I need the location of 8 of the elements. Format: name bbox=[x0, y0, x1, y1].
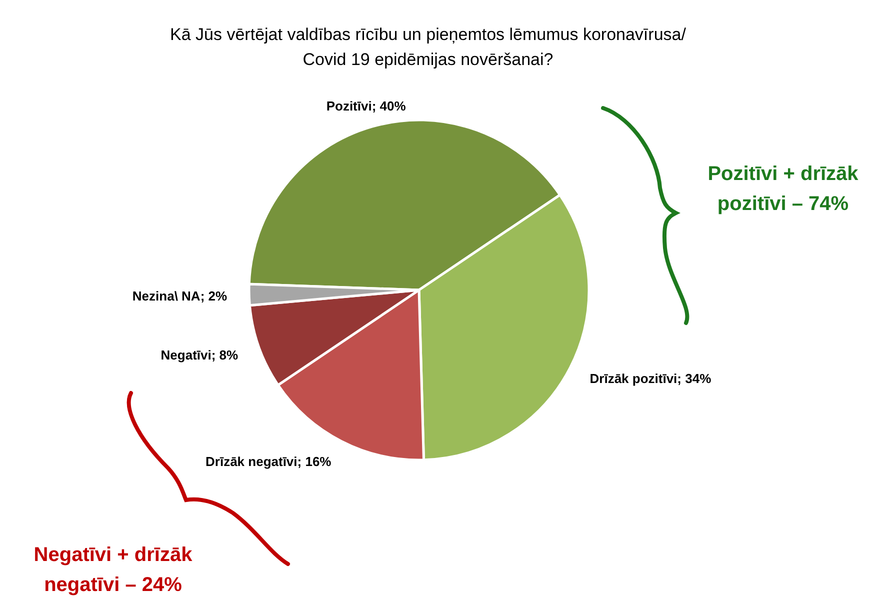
slice-label: Negatīvi; 8% bbox=[160, 347, 239, 362]
text: Pozitīvi + drīzāk pozitīvi – 74% bbox=[708, 163, 860, 215]
text: Negatīvi + drīzāk negatīvi – 24% bbox=[34, 544, 194, 596]
chart-title: Kā Jūs vērtējat valdības rīcību un pieņemtos lēmumus koronavīrusa/ Covid 19 epidēmijas novēršanai? bbox=[170, 25, 686, 69]
slice-label: Drīzāk negatīvi; 16% bbox=[206, 454, 332, 469]
slice-label: Drīzāk pozitīvi; 34% bbox=[590, 370, 712, 386]
slice-label: Nezina\ NA; 2% bbox=[132, 288, 228, 304]
slice-label: Pozitīvi; 40% bbox=[326, 98, 406, 114]
